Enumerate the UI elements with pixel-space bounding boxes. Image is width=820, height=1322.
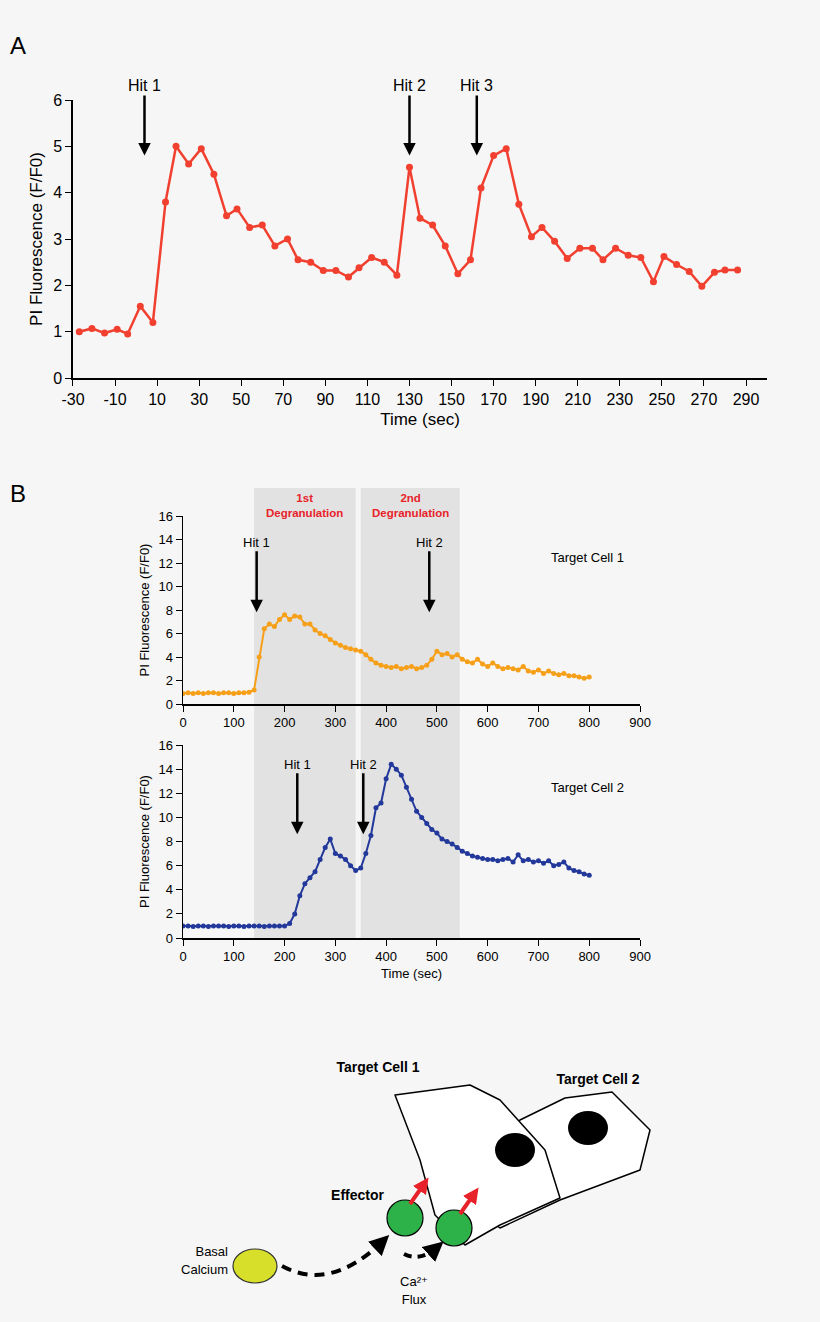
svg-text:Flux: Flux — [402, 1292, 427, 1307]
svg-text:8: 8 — [166, 603, 173, 618]
svg-text:800: 800 — [578, 949, 600, 964]
svg-text:0: 0 — [179, 715, 186, 730]
svg-text:900: 900 — [629, 715, 651, 730]
svg-text:30: 30 — [190, 391, 208, 408]
svg-text:400: 400 — [375, 949, 397, 964]
svg-text:Effector: Effector — [331, 1187, 384, 1203]
svg-text:130: 130 — [396, 391, 423, 408]
svg-text:250: 250 — [649, 391, 676, 408]
svg-text:0: 0 — [179, 949, 186, 964]
svg-text:270: 270 — [691, 391, 718, 408]
svg-text:100: 100 — [223, 949, 245, 964]
svg-text:1: 1 — [53, 323, 62, 340]
svg-text:Hit 1: Hit 1 — [284, 757, 311, 772]
svg-text:14: 14 — [158, 532, 172, 547]
svg-text:100: 100 — [223, 715, 245, 730]
svg-text:2: 2 — [53, 277, 62, 294]
svg-text:150: 150 — [438, 391, 465, 408]
svg-text:Hit 1: Hit 1 — [243, 535, 270, 550]
svg-text:Hit 1: Hit 1 — [128, 77, 161, 94]
svg-text:PI Fluorescence (F/F0): PI Fluorescence (F/F0) — [137, 544, 152, 677]
svg-text:300: 300 — [325, 949, 347, 964]
svg-text:90: 90 — [316, 391, 334, 408]
svg-text:50: 50 — [232, 391, 250, 408]
svg-text:200: 200 — [274, 949, 296, 964]
svg-text:290: 290 — [733, 391, 760, 408]
svg-text:16: 16 — [158, 509, 172, 524]
svg-text:Ca²⁺: Ca²⁺ — [400, 1274, 428, 1289]
svg-text:6: 6 — [53, 92, 62, 109]
svg-text:6: 6 — [166, 858, 173, 873]
svg-text:500: 500 — [426, 949, 448, 964]
svg-text:12: 12 — [158, 556, 172, 571]
svg-text:900: 900 — [629, 949, 651, 964]
svg-text:200: 200 — [274, 715, 296, 730]
svg-text:Target Cell 2: Target Cell 2 — [551, 780, 624, 795]
svg-text:300: 300 — [325, 715, 347, 730]
svg-text:16: 16 — [158, 738, 172, 753]
svg-text:10: 10 — [158, 579, 172, 594]
svg-text:0: 0 — [166, 931, 173, 946]
svg-text:10: 10 — [148, 391, 166, 408]
svg-text:800: 800 — [578, 715, 600, 730]
svg-text:700: 700 — [528, 715, 550, 730]
svg-text:2: 2 — [166, 906, 173, 921]
svg-text:210: 210 — [564, 391, 591, 408]
svg-text:1stDegranulation: 1stDegranulation — [266, 492, 343, 519]
svg-text:6: 6 — [166, 626, 173, 641]
svg-text:10: 10 — [158, 810, 172, 825]
svg-text:Target Cell 1: Target Cell 1 — [337, 1059, 420, 1075]
svg-text:Basal: Basal — [195, 1244, 228, 1259]
svg-text:700: 700 — [528, 949, 550, 964]
svg-text:5: 5 — [53, 138, 62, 155]
svg-text:PI Fluorescence (F/F0): PI Fluorescence (F/F0) — [137, 775, 152, 908]
svg-text:2: 2 — [166, 673, 173, 688]
svg-text:70: 70 — [274, 391, 292, 408]
svg-text:0: 0 — [166, 697, 173, 712]
svg-text:110: 110 — [355, 391, 381, 408]
svg-text:8: 8 — [166, 834, 173, 849]
svg-text:Calcium: Calcium — [181, 1262, 228, 1277]
svg-text:Hit 2: Hit 2 — [393, 77, 426, 94]
svg-text:-10: -10 — [103, 391, 126, 408]
svg-text:400: 400 — [375, 715, 397, 730]
svg-text:Hit 3: Hit 3 — [460, 77, 493, 94]
svg-text:Hit 2: Hit 2 — [350, 757, 377, 772]
svg-text:A: A — [10, 32, 26, 59]
svg-text:PI Fluorescence (F/F0): PI Fluorescence (F/F0) — [27, 152, 46, 326]
svg-text:4: 4 — [166, 882, 173, 897]
svg-text:3: 3 — [53, 231, 62, 248]
svg-text:600: 600 — [477, 949, 499, 964]
svg-text:Time (sec): Time (sec) — [381, 966, 442, 981]
svg-text:Target Cell 1: Target Cell 1 — [551, 550, 624, 565]
svg-text:12: 12 — [158, 786, 172, 801]
svg-text:4: 4 — [53, 184, 62, 201]
svg-text:4: 4 — [166, 650, 173, 665]
svg-text:Target Cell 2: Target Cell 2 — [557, 1071, 640, 1087]
svg-text:-30: -30 — [61, 391, 84, 408]
svg-text:B: B — [10, 480, 26, 507]
svg-text:500: 500 — [426, 715, 448, 730]
svg-text:230: 230 — [606, 391, 633, 408]
svg-text:Time (sec): Time (sec) — [380, 410, 460, 429]
svg-text:600: 600 — [477, 715, 499, 730]
svg-text:170: 170 — [480, 391, 507, 408]
svg-text:14: 14 — [158, 762, 172, 777]
svg-text:190: 190 — [522, 391, 549, 408]
svg-text:0: 0 — [53, 370, 62, 387]
svg-text:Hit 2: Hit 2 — [416, 535, 443, 550]
svg-text:2ndDegranulation: 2ndDegranulation — [372, 492, 449, 519]
